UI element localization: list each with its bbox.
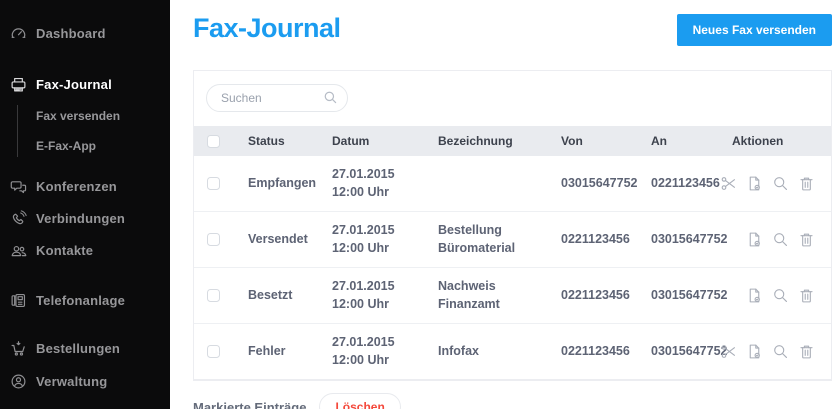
sidebar-item-label: Telefonanlage xyxy=(36,292,126,308)
von-cell: 0221123456 xyxy=(561,211,651,268)
row-checkbox[interactable] xyxy=(207,233,220,246)
people-icon xyxy=(10,242,36,259)
fax-journal-card: Status Datum Bezeichnung Von An Aktionen… xyxy=(193,70,832,381)
fax-table: Status Datum Bezeichnung Von An Aktionen… xyxy=(194,126,831,380)
table-row: Versendet 27.01.2015 12:00 Uhr Bestellun… xyxy=(194,211,831,268)
von-cell: 03015647752 xyxy=(561,156,651,212)
status-cell: Versendet xyxy=(248,211,332,268)
an-cell: 03015647752 xyxy=(651,267,732,324)
marked-entries-label: Markierte Einträge xyxy=(193,399,307,409)
sidebar-item-label: Verwaltung xyxy=(36,373,108,389)
von-cell: 0221123456 xyxy=(561,323,651,380)
user-circle-icon xyxy=(10,373,36,390)
bezeichnung-cell: Nachweis Finanzamt xyxy=(438,267,561,324)
row-actions xyxy=(732,287,821,304)
row-actions xyxy=(721,343,821,360)
column-header-datum: Datum xyxy=(332,126,438,156)
fax-printer-icon xyxy=(10,76,36,93)
file-badge-icon[interactable] xyxy=(746,175,763,192)
trash-icon[interactable] xyxy=(798,343,815,360)
column-header-von: Von xyxy=(561,126,651,156)
trash-icon[interactable] xyxy=(798,231,815,248)
status-cell: Besetzt xyxy=(248,267,332,324)
column-header-bezeichnung: Bezeichnung xyxy=(438,126,561,156)
datum-cell: 27.01.2015 12:00 Uhr xyxy=(332,211,438,268)
column-header-an: An xyxy=(651,126,732,156)
search-input[interactable] xyxy=(206,84,348,112)
sidebar-item-fax-versenden[interactable]: Fax versenden xyxy=(36,105,170,127)
von-cell: 0221123456 xyxy=(561,267,651,324)
search-row xyxy=(194,71,831,126)
select-all-checkbox[interactable] xyxy=(207,134,220,148)
status-cell: Empfangen xyxy=(248,156,332,212)
sidebar-item-bestellungen[interactable]: Bestellungen xyxy=(0,337,170,359)
sidebar: Dashboard Fax-Journal Fax versenden E-Fa… xyxy=(0,0,170,409)
trash-icon[interactable] xyxy=(798,175,815,192)
page-title: Fax-Journal xyxy=(193,13,341,43)
sidebar-item-label: Dashboard xyxy=(36,25,106,41)
search-icon xyxy=(323,90,338,105)
row-actions xyxy=(732,231,821,248)
sidebar-item-kontakte[interactable]: Kontakte xyxy=(0,239,170,261)
cart-icon xyxy=(10,340,36,357)
scissors-icon[interactable] xyxy=(720,343,737,360)
row-checkbox[interactable] xyxy=(207,345,220,358)
sidebar-item-label: Verbindungen xyxy=(36,210,126,226)
sidebar-subnav-fax: Fax versenden E-Fax-App xyxy=(17,105,170,157)
table-row: Empfangen 27.01.2015 12:00 Uhr 030156477… xyxy=(194,156,831,212)
bezeichnung-cell xyxy=(438,156,561,212)
sidebar-item-efax-app[interactable]: E-Fax-App xyxy=(36,135,170,157)
sidebar-item-label: Konferenzen xyxy=(36,178,117,194)
sidebar-item-dashboard[interactable]: Dashboard xyxy=(0,22,170,44)
column-header-status: Status xyxy=(248,126,332,156)
file-badge-icon[interactable] xyxy=(746,287,763,304)
sidebar-item-verwaltung[interactable]: Verwaltung xyxy=(0,370,170,392)
search-action-icon[interactable] xyxy=(772,175,789,192)
trash-icon[interactable] xyxy=(798,287,815,304)
search-field xyxy=(206,84,348,112)
bezeichnung-cell: Infofax xyxy=(438,323,561,380)
search-action-icon[interactable] xyxy=(772,343,789,360)
new-fax-button[interactable]: Neues Fax versenden xyxy=(676,14,832,46)
table-row: Fehler 27.01.2015 12:00 Uhr Infofax 0221… xyxy=(194,323,831,380)
sidebar-item-telefonanlage[interactable]: Telefonanlage xyxy=(0,289,170,311)
phone-waves-icon xyxy=(10,209,36,227)
table-header-row: Status Datum Bezeichnung Von An Aktionen xyxy=(194,126,831,156)
file-badge-icon[interactable] xyxy=(746,343,763,360)
page-header: Fax-Journal Neues Fax versenden xyxy=(193,0,832,70)
search-action-icon[interactable] xyxy=(772,231,789,248)
an-cell: 03015647752 xyxy=(651,211,732,268)
column-header-aktionen: Aktionen xyxy=(732,126,831,156)
table-row: Besetzt 27.01.2015 12:00 Uhr Nachweis Fi… xyxy=(194,267,831,324)
sidebar-item-konferenzen[interactable]: Konferenzen xyxy=(0,175,170,197)
main-content: Fax-Journal Neues Fax versenden xyxy=(170,0,840,409)
sidebar-item-label: Fax versenden xyxy=(36,109,121,123)
an-cell: 03015647752 xyxy=(651,323,732,380)
sidebar-item-label: E-Fax-App xyxy=(36,139,96,153)
sidebar-item-verbindungen[interactable]: Verbindungen xyxy=(0,207,170,229)
sidebar-item-label: Fax-Journal xyxy=(36,76,112,92)
sidebar-item-fax-journal[interactable]: Fax-Journal xyxy=(0,73,170,95)
datum-cell: 27.01.2015 12:00 Uhr xyxy=(332,267,438,324)
row-actions xyxy=(721,175,821,192)
marked-entries-row: Markierte Einträge Löschen xyxy=(193,393,832,409)
bezeichnung-cell: Bestellung Büromaterial xyxy=(438,211,561,268)
sidebar-item-label: Kontakte xyxy=(36,242,94,258)
file-badge-icon[interactable] xyxy=(746,231,763,248)
search-action-icon[interactable] xyxy=(772,287,789,304)
scissors-icon[interactable] xyxy=(720,175,737,192)
an-cell: 0221123456 xyxy=(651,156,732,212)
status-cell: Fehler xyxy=(248,323,332,380)
row-checkbox[interactable] xyxy=(207,289,220,302)
delete-marked-button[interactable]: Löschen xyxy=(319,393,401,409)
chat-bubbles-icon xyxy=(10,178,36,195)
row-checkbox[interactable] xyxy=(207,177,220,190)
desk-phone-icon xyxy=(10,292,36,309)
datum-cell: 27.01.2015 12:00 Uhr xyxy=(332,323,438,380)
datum-cell: 27.01.2015 12:00 Uhr xyxy=(332,156,438,212)
sidebar-item-label: Bestellungen xyxy=(36,340,121,356)
gauge-icon xyxy=(10,25,36,42)
